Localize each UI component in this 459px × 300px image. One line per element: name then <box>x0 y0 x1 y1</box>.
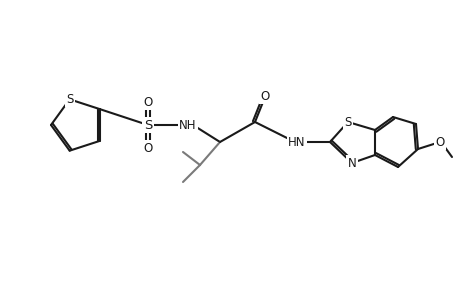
Text: O: O <box>143 95 152 109</box>
Text: O: O <box>260 89 269 103</box>
Text: O: O <box>434 136 444 148</box>
Text: HN: HN <box>288 136 305 148</box>
Text: N: N <box>347 157 356 169</box>
Text: NH: NH <box>179 118 196 131</box>
Text: S: S <box>66 93 73 106</box>
Text: O: O <box>143 142 152 154</box>
Text: S: S <box>344 116 351 128</box>
Text: S: S <box>144 118 152 131</box>
